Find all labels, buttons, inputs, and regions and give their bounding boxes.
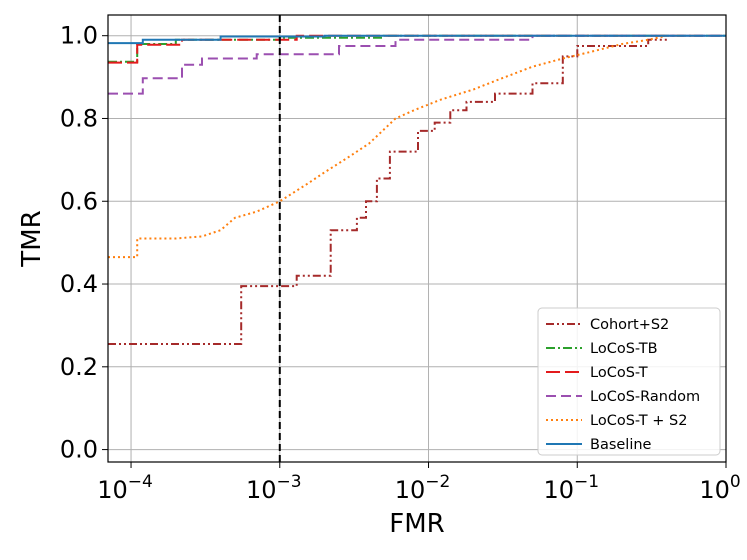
- y-tick-label: 0.6: [60, 187, 98, 215]
- series-line-baseline: [108, 34, 726, 45]
- x-tick-exponent: 0: [730, 472, 741, 492]
- series-line-cohort-s2: [108, 38, 667, 345]
- legend-label: LoCoS-T + S2: [590, 413, 687, 429]
- legend-label: LoCoS-TB: [590, 341, 658, 357]
- x-tick-exponent: −1: [574, 472, 599, 492]
- series-layer: [108, 34, 726, 345]
- legend-label: LoCoS-Random: [590, 389, 700, 405]
- x-tick-exponent: −3: [277, 472, 302, 492]
- legend: Cohort+S2 LoCoS-TB LoCoS-T LoCoS-Random LoCo…: [537, 307, 721, 456]
- plot-frame: [107, 14, 727, 463]
- legend-label: LoCoS-T: [590, 365, 648, 381]
- x-axis-label: FMR: [389, 509, 444, 539]
- series-line-locos-t-s2: [108, 34, 668, 259]
- series-line-locos-random: [108, 34, 726, 95]
- x-tick-base: 10: [543, 476, 574, 504]
- x-tick-label: 10−2: [395, 472, 451, 504]
- x-tick-base: 10: [246, 476, 277, 504]
- y-tick-label: 0.0: [60, 436, 98, 464]
- x-tick-label: 100: [699, 472, 740, 504]
- x-tick-base: 10: [699, 476, 730, 504]
- y-axis-label: TMR: [17, 210, 47, 267]
- x-tick-label: 10−3: [246, 472, 302, 504]
- x-tick-label: 10−1: [543, 472, 599, 504]
- x-tick-exponent: −2: [425, 472, 450, 492]
- x-tick-base: 10: [395, 476, 426, 504]
- y-tick-label: 1.0: [60, 22, 98, 50]
- y-tick-label: 0.8: [60, 104, 98, 132]
- y-tick-label: 0.2: [60, 353, 98, 381]
- x-tick-label: 10−4: [97, 472, 153, 504]
- x-tick-exponent: −4: [128, 472, 153, 492]
- y-tick-label: 0.4: [60, 270, 98, 298]
- legend-box: [537, 307, 721, 456]
- x-tick-base: 10: [97, 476, 128, 504]
- legend-label: Cohort+S2: [590, 317, 669, 333]
- legend-label: Baseline: [590, 437, 652, 453]
